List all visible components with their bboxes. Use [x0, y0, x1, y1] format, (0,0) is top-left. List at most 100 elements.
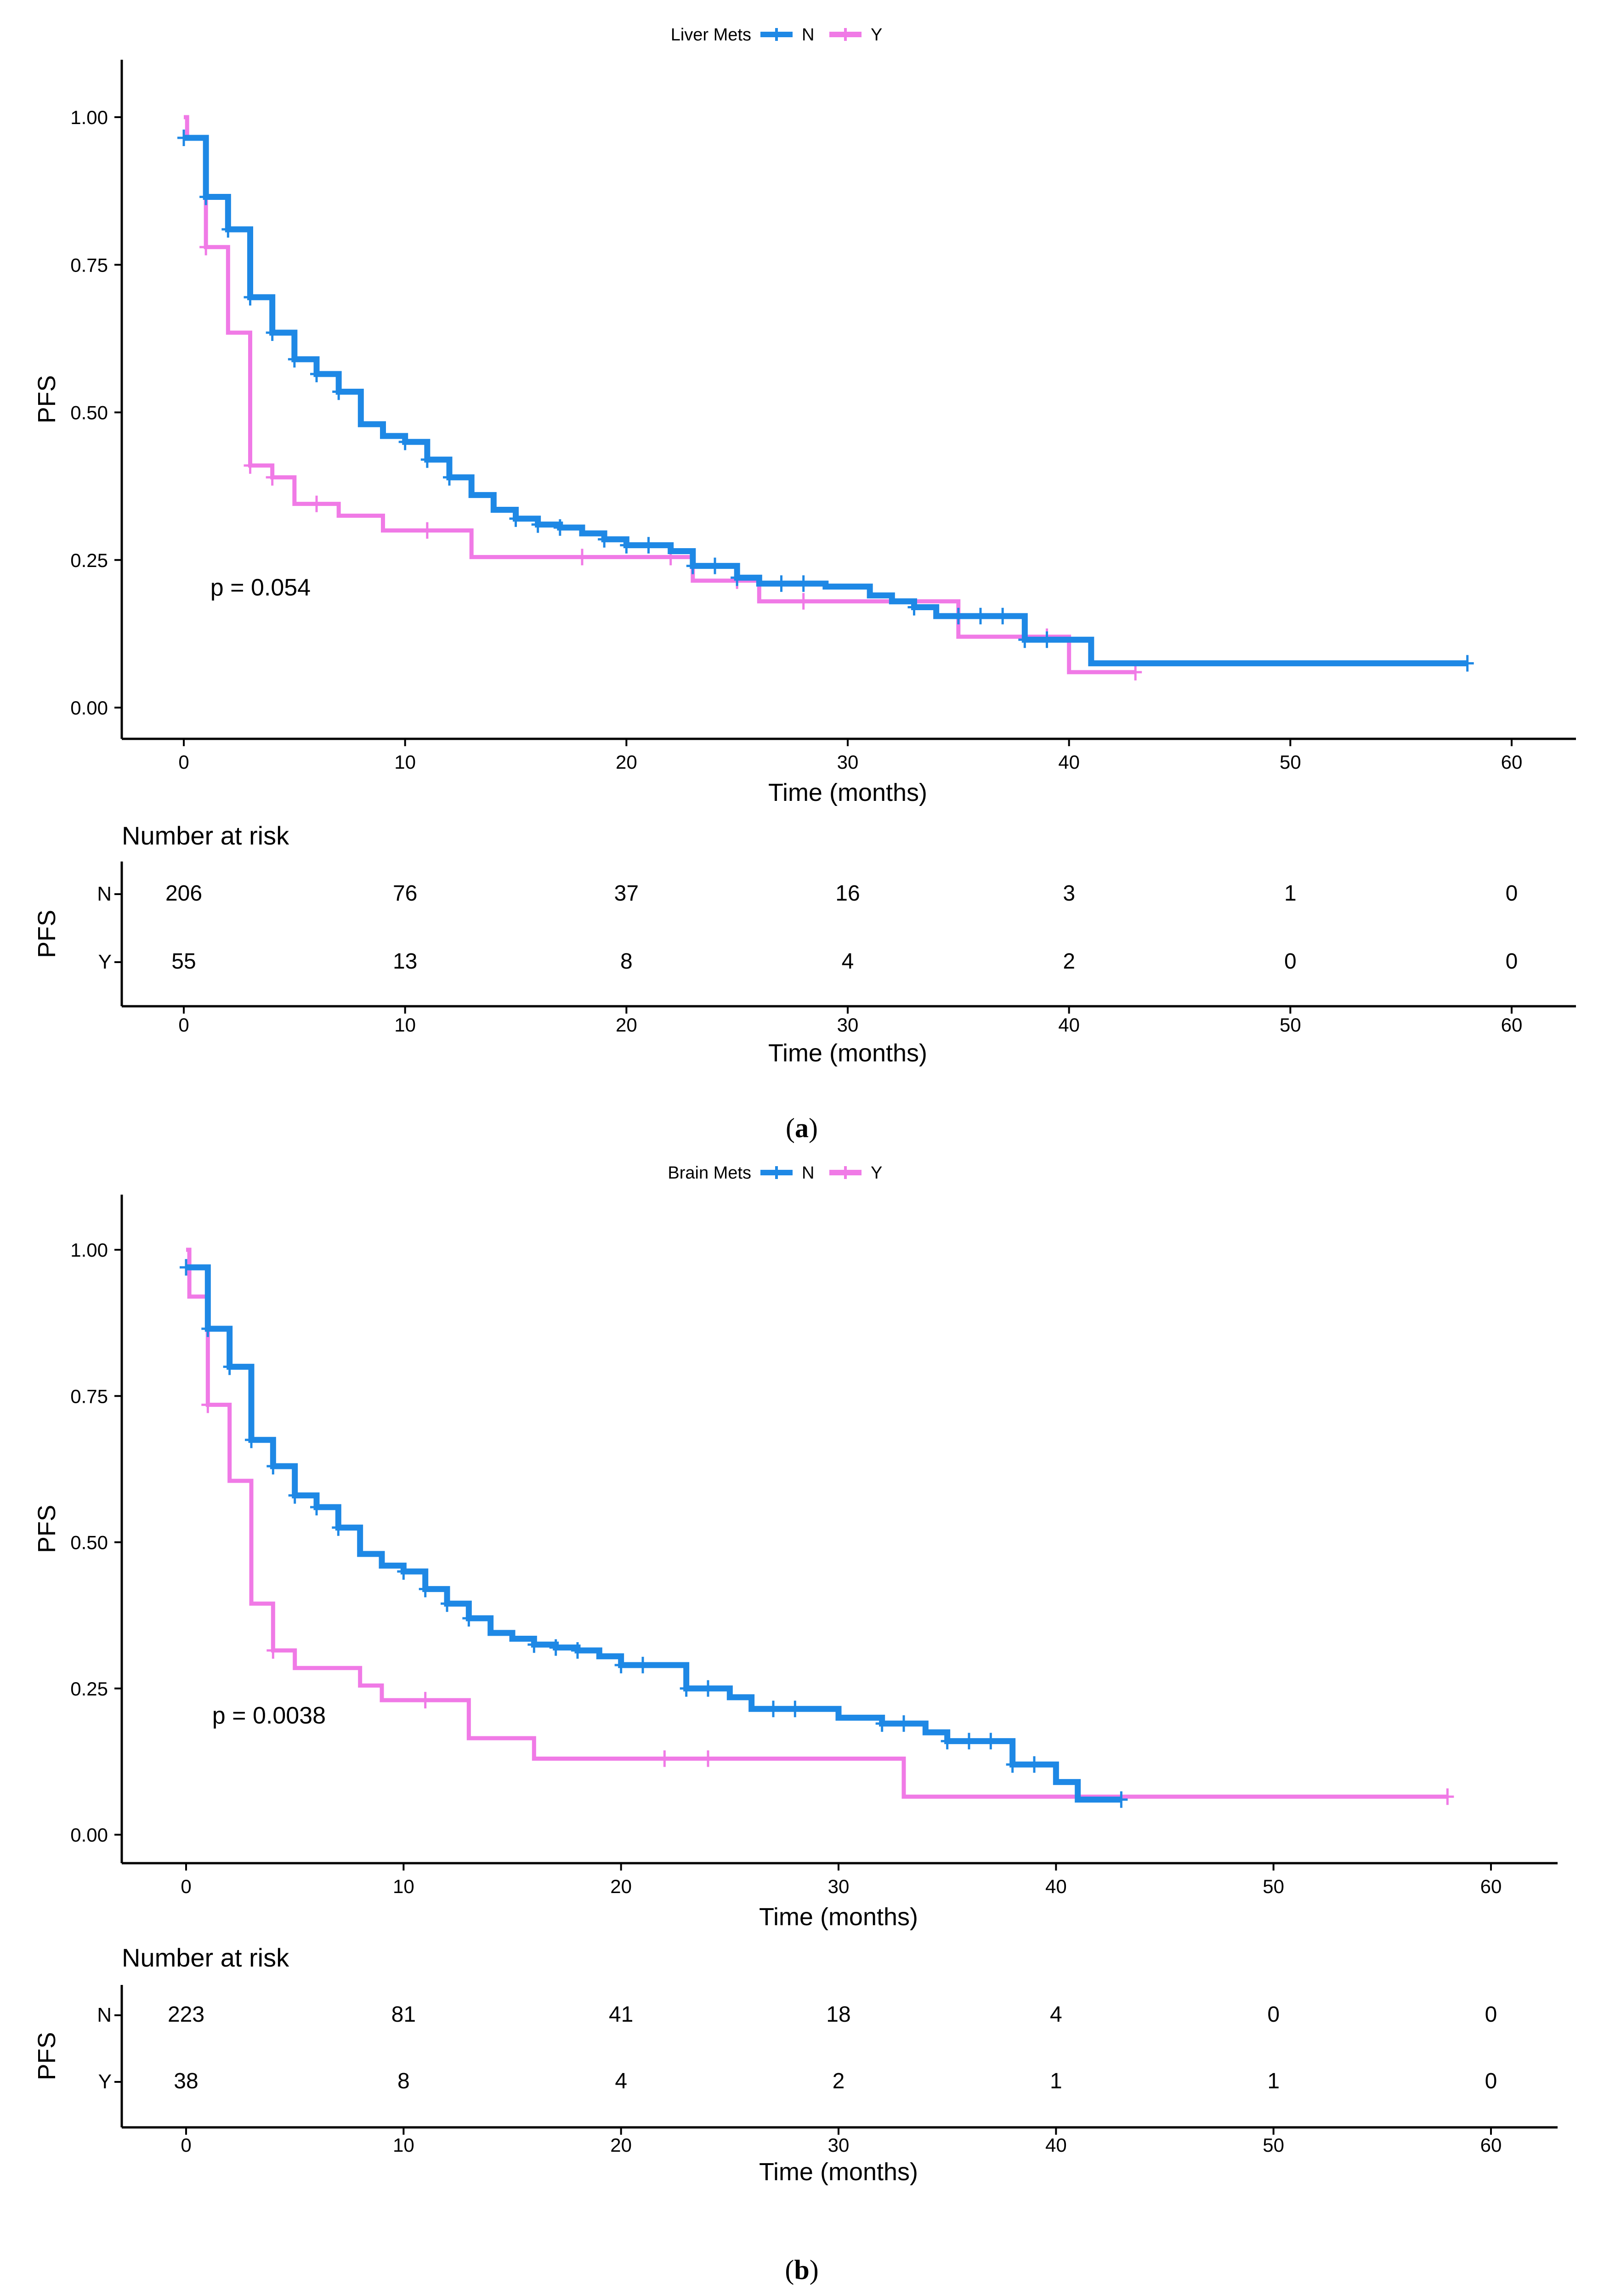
legend: Liver Mets N Y [671, 25, 883, 45]
risk-count: 3 [1063, 881, 1075, 906]
x-tick-label: 40 [1058, 751, 1080, 773]
risk-count: 2 [1063, 949, 1075, 974]
legend: Brain Mets N Y [668, 1163, 882, 1183]
risk-count: 223 [168, 2002, 204, 2027]
legend-label-n: N [802, 25, 814, 45]
risk-count: 4 [842, 949, 854, 974]
risk-x-tick-label: 0 [178, 1014, 189, 1036]
x-tick-label: 30 [828, 1876, 850, 1897]
y-tick-label: 0.25 [70, 550, 108, 571]
survival-curve-n [184, 135, 1468, 667]
panel-caption: (a) [786, 1113, 818, 1143]
x-tick-label: 0 [178, 751, 189, 773]
risk-x-axis-title: Time (months) [759, 2158, 918, 2186]
risk-x-tick-label: 0 [181, 2134, 191, 2156]
x-tick-label: 10 [394, 751, 416, 773]
risk-x-tick-label: 60 [1480, 2134, 1502, 2156]
risk-count: 1 [1050, 2069, 1062, 2093]
p-value-annotation: p = 0.054 [210, 574, 311, 601]
risk-x-axis-title: Time (months) [768, 1039, 927, 1067]
risk-count: 0 [1506, 949, 1518, 974]
risk-count: 4 [615, 2069, 627, 2093]
y-tick-label: 1.00 [70, 107, 108, 128]
risk-count: 0 [1485, 2069, 1497, 2093]
risk-count: 206 [165, 881, 202, 906]
y-tick-label: 0.75 [70, 254, 108, 276]
risk-count: 76 [393, 881, 417, 906]
y-tick-label: 0.25 [70, 1678, 108, 1700]
risk-count: 81 [391, 2002, 416, 2027]
x-axis-title: Time (months) [768, 779, 927, 806]
risk-row-label-n: N [97, 883, 112, 905]
panel-b: Brain Mets N Y0.000.250.500.751.000 10 20 30 4… [33, 1163, 1558, 2285]
risk-count: 8 [397, 2069, 410, 2093]
x-tick-label: 60 [1480, 1876, 1502, 1897]
risk-x-tick-label: 10 [393, 2134, 414, 2156]
risk-x-tick-label: 50 [1280, 1014, 1301, 1036]
risk-count: 0 [1506, 881, 1518, 906]
risk-x-tick-label: 50 [1263, 2134, 1284, 2156]
legend-label-y: Y [871, 25, 882, 45]
x-tick-label: 60 [1501, 751, 1523, 773]
risk-x-tick-label: 10 [394, 1014, 416, 1036]
x-tick-label: 50 [1263, 1876, 1284, 1897]
risk-table-title: Number at risk [122, 821, 289, 850]
risk-count: 0 [1267, 2002, 1280, 2027]
risk-count: 38 [174, 2069, 198, 2093]
risk-x-tick-label: 40 [1045, 2134, 1067, 2156]
survival-curve-y [184, 115, 1136, 675]
y-tick-label: 0.75 [70, 1385, 108, 1407]
legend-label-n: N [802, 1163, 814, 1183]
y-tick-label: 0.50 [70, 1532, 108, 1553]
survival-curve-n [186, 1264, 1122, 1803]
legend-title: Brain Mets [668, 1163, 751, 1183]
risk-count: 0 [1284, 949, 1297, 974]
risk-x-tick-label: 30 [837, 1014, 859, 1036]
survival-curve-y [186, 1247, 1448, 1799]
risk-row-label-y: Y [98, 2070, 112, 2093]
risk-x-tick-label: 40 [1058, 1014, 1080, 1036]
y-tick-label: 0.00 [70, 1824, 108, 1846]
risk-count: 16 [835, 881, 860, 906]
y-axis-title: PFS [33, 1505, 61, 1553]
risk-count: 18 [826, 2002, 850, 2027]
risk-count: 0 [1485, 2002, 1497, 2027]
legend-label-y: Y [871, 1163, 882, 1183]
risk-y-axis-title: PFS [33, 910, 61, 958]
x-tick-label: 20 [610, 1876, 632, 1897]
risk-x-tick-label: 20 [610, 2134, 632, 2156]
x-tick-label: 0 [181, 1876, 191, 1897]
risk-count: 8 [620, 949, 633, 974]
p-value-annotation: p = 0.0038 [212, 1702, 326, 1729]
risk-x-tick-label: 60 [1501, 1014, 1523, 1036]
risk-count: 55 [171, 949, 196, 974]
y-axis-title: PFS [33, 375, 61, 423]
risk-row-label-n: N [97, 2004, 112, 2026]
risk-x-tick-label: 30 [828, 2134, 850, 2156]
x-tick-label: 40 [1045, 1876, 1067, 1897]
x-tick-label: 30 [837, 751, 859, 773]
risk-x-tick-label: 20 [616, 1014, 637, 1036]
x-tick-label: 10 [393, 1876, 414, 1897]
risk-count: 1 [1267, 2069, 1280, 2093]
panel-caption: (b) [785, 2255, 818, 2285]
risk-count: 13 [393, 949, 417, 974]
y-tick-label: 0.00 [70, 697, 108, 719]
risk-count: 4 [1050, 2002, 1062, 2027]
x-tick-label: 20 [616, 751, 637, 773]
risk-count: 1 [1284, 881, 1297, 906]
risk-count: 2 [833, 2069, 845, 2093]
risk-count: 41 [609, 2002, 633, 2027]
y-tick-label: 0.50 [70, 402, 108, 424]
risk-count: 37 [614, 881, 639, 906]
risk-y-axis-title: PFS [33, 2032, 61, 2080]
x-tick-label: 50 [1280, 751, 1301, 773]
panel-a: Liver Mets N Y0.000.250.500.751.000 10 20 30 4… [33, 25, 1576, 1143]
y-tick-label: 1.00 [70, 1239, 108, 1261]
risk-row-label-y: Y [98, 951, 112, 973]
x-axis-title: Time (months) [759, 1903, 918, 1931]
risk-table-title: Number at risk [122, 1943, 289, 1972]
